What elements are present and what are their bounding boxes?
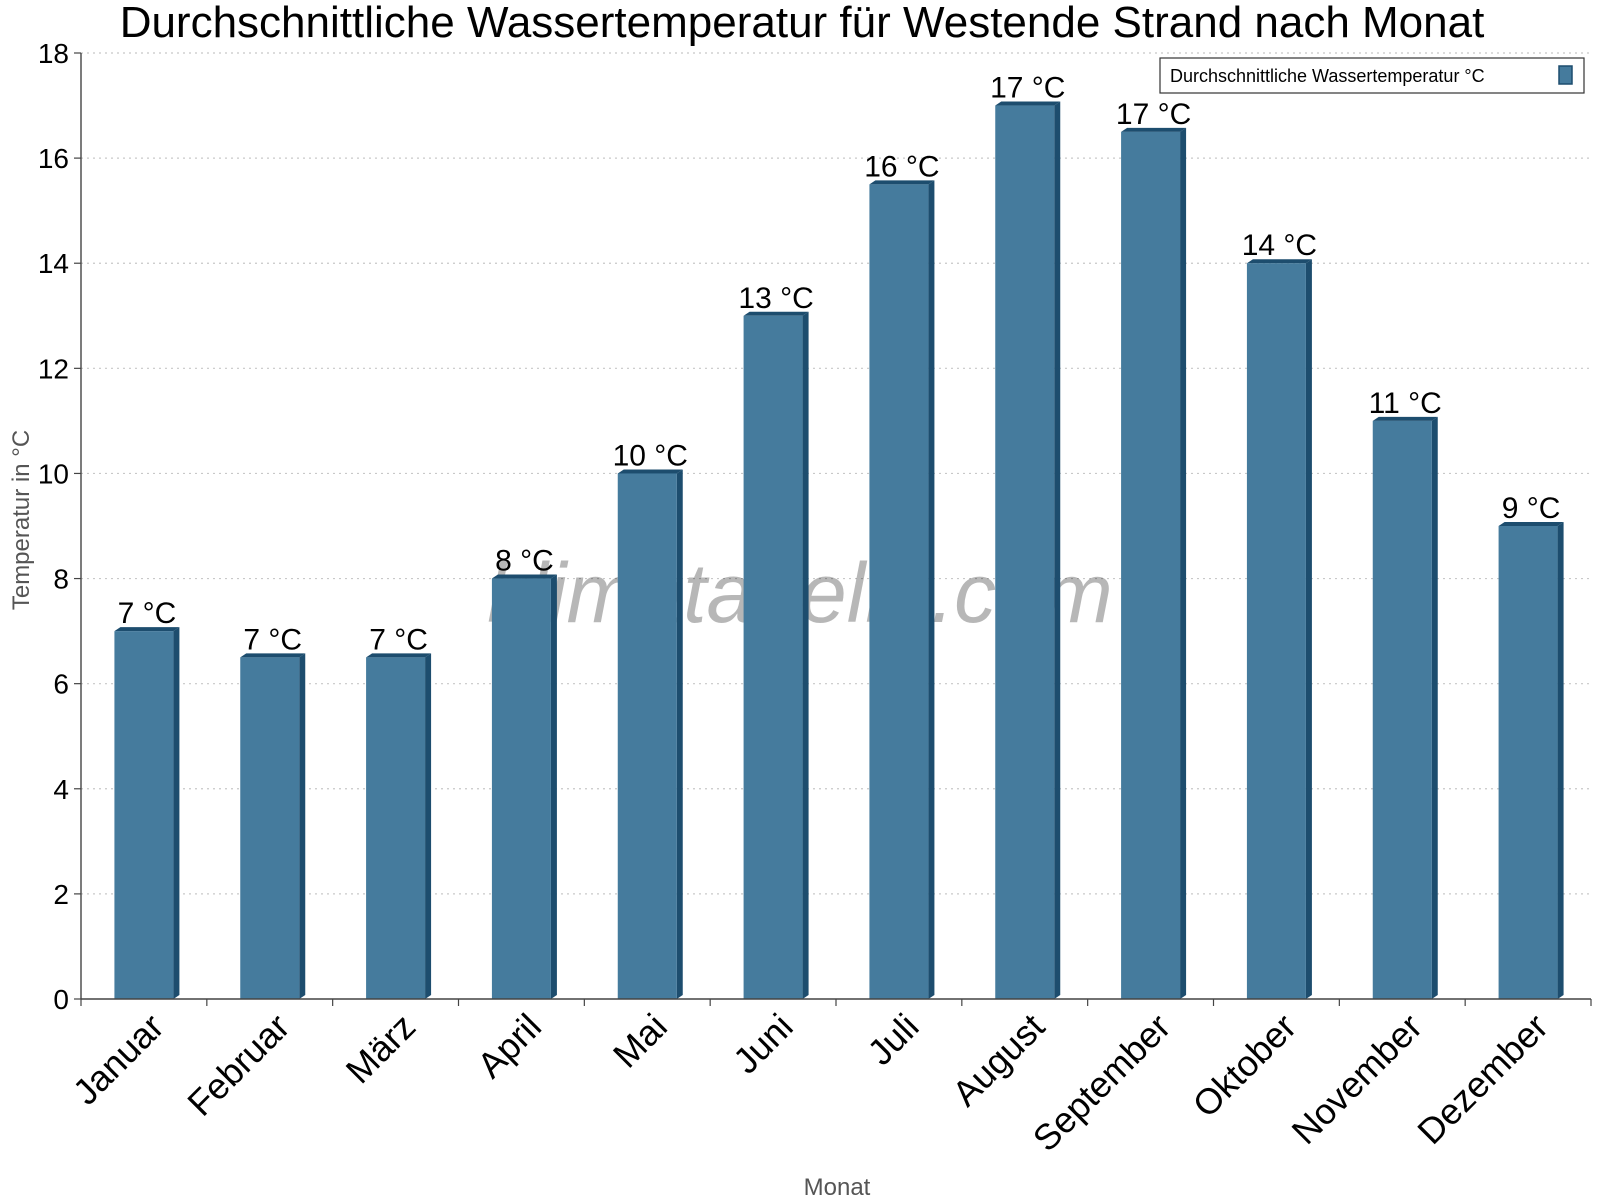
- y-tick-label: 2: [53, 879, 69, 910]
- bar-front: [869, 184, 929, 999]
- bar-top: [114, 627, 180, 632]
- bar: [743, 311, 809, 999]
- x-tick-label: September: [1025, 1006, 1179, 1160]
- bar-side: [1305, 259, 1312, 999]
- bar-side: [1054, 101, 1061, 1000]
- bar-front: [366, 657, 426, 999]
- x-tick-label: März: [338, 1006, 424, 1092]
- bar-side: [1180, 127, 1187, 1000]
- y-tick-label: 10: [38, 458, 69, 489]
- bar-top: [617, 469, 683, 474]
- bar-front: [491, 578, 551, 999]
- data-label: 11 °C: [1369, 387, 1442, 420]
- bar-top: [1121, 127, 1187, 132]
- bar: [366, 653, 432, 999]
- bars: [114, 101, 1564, 1000]
- bar-top: [491, 574, 557, 579]
- x-tick-label: Oktober: [1185, 1006, 1305, 1126]
- bar-front: [1498, 526, 1558, 999]
- y-tick-label: 16: [38, 143, 69, 174]
- bar-top: [995, 101, 1061, 106]
- grid-lines: [81, 52, 1591, 895]
- bar-front: [617, 473, 677, 999]
- y-tick-label: 6: [53, 669, 69, 700]
- y-tick-label: 8: [53, 564, 69, 595]
- bar-top: [366, 653, 432, 658]
- y-tick-labels: 0 2 4 6 8 10 12 14 16 18: [38, 38, 69, 1015]
- x-axis-title: Monat: [804, 1174, 871, 1200]
- x-tick-label: August: [944, 1006, 1052, 1114]
- bar-front: [1246, 263, 1306, 999]
- x-tick-label: Dezember: [1409, 1006, 1555, 1152]
- bar-side: [802, 311, 809, 999]
- bar: [869, 180, 935, 999]
- bar: [1121, 127, 1187, 1000]
- bar: [1498, 522, 1564, 999]
- y-axis-title: Temperatur in °C: [8, 430, 35, 610]
- data-label: 14 °C: [1242, 229, 1317, 262]
- bar-side: [928, 180, 935, 999]
- data-label: 7 °C: [118, 597, 177, 630]
- axes: [74, 52, 1592, 1006]
- bar-side: [173, 627, 180, 999]
- chart-title: Durchschnittliche Wassertemperatur für W…: [120, 0, 1485, 47]
- legend-label: Durchschnittliche Wassertemperatur °C: [1170, 66, 1485, 86]
- bar-front: [1121, 131, 1181, 1000]
- bar: [240, 653, 306, 999]
- data-label: 16 °C: [864, 150, 939, 183]
- y-tick-label: 12: [38, 353, 69, 384]
- bar-side: [425, 653, 432, 999]
- bar: [114, 627, 180, 999]
- data-label: 17 °C: [1116, 98, 1191, 131]
- data-label: 7 °C: [243, 623, 302, 656]
- data-label: 7 °C: [369, 623, 428, 656]
- y-tick-label: 14: [38, 248, 69, 279]
- x-tick-label: April: [469, 1006, 549, 1086]
- bar-side: [550, 574, 557, 999]
- bar-top: [1246, 259, 1312, 264]
- data-label: 10 °C: [613, 439, 688, 472]
- x-tick-label: Juli: [859, 1006, 926, 1073]
- data-labels: 7 °C 7 °C 7 °C 8 °C 10 °C 13 °C 16 °C 17 °C 17 °…: [118, 72, 1561, 657]
- bar-front: [1372, 420, 1432, 999]
- bar: [617, 469, 683, 999]
- bar: [1372, 416, 1438, 999]
- x-tick-label: Januar: [65, 1006, 172, 1113]
- bar-side: [676, 469, 683, 999]
- y-tick-label: 4: [53, 774, 69, 805]
- data-label: 17 °C: [990, 72, 1065, 105]
- data-label: 8 °C: [495, 545, 554, 578]
- legend-box: [1159, 57, 1585, 94]
- x-tick-label: Mai: [605, 1006, 675, 1076]
- x-tick-label: Februar: [179, 1006, 297, 1124]
- bar-top: [1498, 522, 1564, 526]
- bar: [995, 101, 1061, 1000]
- bar-top: [240, 653, 306, 658]
- y-tick-label: 0: [53, 984, 69, 1015]
- bar: [491, 574, 557, 999]
- bar-top: [869, 180, 935, 185]
- x-tick-labels: Januar Februar März April Mai Juni Juli AugustS…: [65, 1006, 1556, 1160]
- bar-front: [114, 631, 174, 999]
- bar-front: [240, 657, 300, 999]
- bar-side: [1431, 416, 1438, 999]
- y-tick-label: 18: [38, 38, 69, 69]
- data-label: 13 °C: [738, 282, 813, 315]
- bar-top: [743, 311, 809, 316]
- data-label: 9 °C: [1502, 492, 1561, 525]
- bar-side: [299, 653, 306, 999]
- legend: Durchschnittliche Wassertemperatur °C: [1159, 57, 1585, 94]
- bar: [1246, 259, 1312, 999]
- bar-front: [743, 315, 803, 999]
- bar-side: [1557, 522, 1564, 999]
- x-tick-label: November: [1283, 1006, 1429, 1152]
- bar-front: [995, 105, 1055, 1000]
- x-tick-label: Juni: [725, 1006, 801, 1082]
- bar-top: [1372, 416, 1438, 421]
- legend-swatch: [1558, 65, 1573, 85]
